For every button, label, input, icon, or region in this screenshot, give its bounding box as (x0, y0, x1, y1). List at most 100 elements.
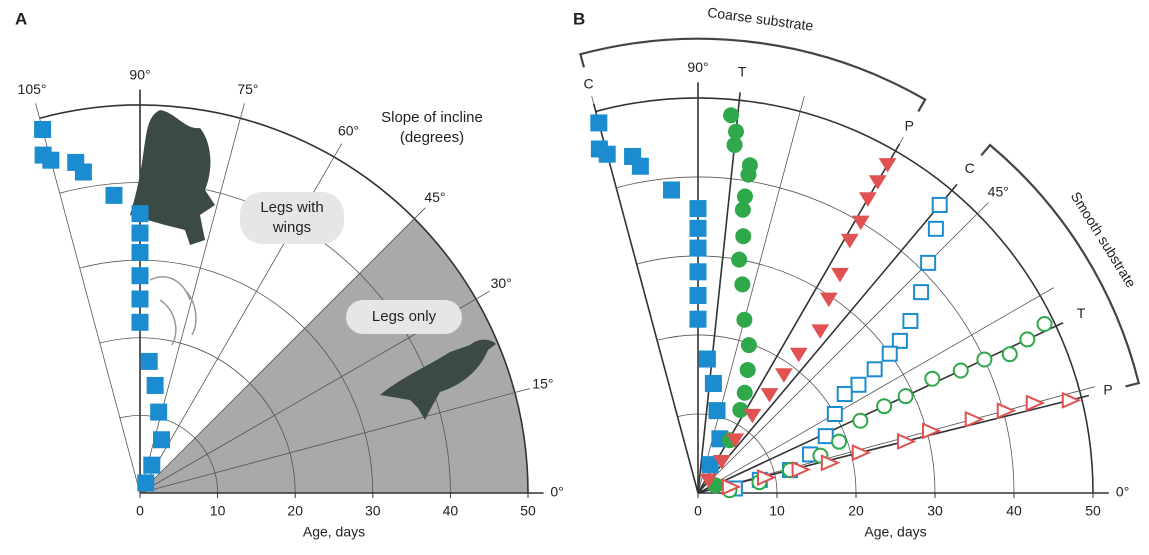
marker-square (689, 263, 707, 281)
grid-arc (39, 104, 529, 494)
x-tick-label: 30 (365, 503, 381, 519)
marker-square (704, 374, 722, 392)
marker-square (881, 345, 898, 362)
marker-circle (734, 201, 751, 218)
marker-triangle (858, 192, 877, 207)
marker-triangle (1061, 391, 1082, 409)
shaded-sector (140, 218, 528, 493)
marker-triangle (921, 422, 942, 440)
marker-circle (952, 362, 969, 379)
theta-tick-label: 60° (338, 122, 359, 138)
grid-arc (119, 415, 218, 494)
marker-triangle (811, 324, 830, 339)
marker-triangle (840, 233, 859, 249)
marker-square (701, 456, 719, 474)
grid-spoke (697, 202, 989, 494)
x-tick-label: 10 (210, 503, 226, 519)
marker-triangle (820, 454, 841, 472)
marker-square (891, 332, 908, 349)
marker-circle (976, 351, 993, 368)
theta-tick-label: 0° (1116, 484, 1129, 500)
grid-arc (595, 97, 1094, 494)
marker-square (42, 151, 60, 169)
theta-tick-label: 0° (550, 484, 563, 500)
marker-square (708, 402, 726, 420)
marker-circle (735, 228, 752, 245)
marker-circle (1036, 315, 1053, 332)
series-slope-line (697, 92, 741, 494)
marker-square (698, 350, 716, 368)
marker-circle (876, 398, 893, 415)
series-label: C (965, 160, 975, 176)
marker-square (131, 290, 149, 308)
marker-square (826, 406, 843, 422)
group-label: Coarse substrate (707, 4, 815, 34)
marker-circle (739, 361, 756, 378)
marker-square (74, 163, 92, 181)
marker-triangle (851, 215, 870, 231)
marker-square (927, 220, 944, 237)
marker-square (131, 243, 149, 261)
series-slope-line (592, 103, 699, 494)
marker-circle (1019, 331, 1036, 348)
marker-square (817, 428, 834, 445)
theta-tick-label: 105° (18, 81, 47, 97)
x-axis-label: Age, days (303, 524, 365, 540)
marker-triangle (712, 454, 731, 470)
marker-triangle (789, 347, 808, 363)
annotation: Slope of incline (degrees) (381, 109, 483, 146)
marker-circle (1001, 346, 1018, 363)
marker-triangle (775, 368, 793, 383)
marker-square (689, 310, 707, 328)
theta-tick-label: 90° (687, 59, 708, 75)
marker-square (902, 312, 919, 329)
marker-triangle (756, 469, 777, 487)
x-tick-label: 0 (694, 503, 702, 519)
x-tick-label: 0 (136, 503, 144, 519)
marker-square (137, 474, 155, 492)
theta-tick-label: 30° (491, 275, 512, 291)
grid-spoke (139, 103, 245, 494)
marker-square (146, 376, 164, 394)
marker-triangle (760, 388, 779, 403)
series-label: T (738, 63, 747, 79)
marker-triangle (1025, 394, 1046, 412)
marker-square (689, 219, 707, 237)
marker-square (131, 224, 149, 242)
group-bracket (579, 37, 927, 112)
marker-square (143, 456, 161, 474)
grid-spoke (139, 388, 530, 494)
marker-circle (924, 370, 941, 387)
marker-square (689, 287, 707, 304)
theta-tick-label: 45° (424, 189, 445, 205)
marker-circle (740, 166, 757, 183)
marker-circle (852, 412, 869, 429)
bird-silhouette (130, 110, 215, 245)
x-axis-label: Age, days (864, 524, 926, 540)
marker-square (920, 254, 937, 271)
marker-square (866, 361, 883, 378)
theta-tick-label: 15° (532, 376, 553, 392)
marker-circle (831, 433, 848, 450)
x-tick-label: 50 (1085, 503, 1101, 519)
marker-square (131, 267, 149, 285)
marker-square (105, 186, 123, 204)
marker-square (931, 196, 948, 213)
marker-square (140, 352, 158, 370)
marker-circle (740, 337, 757, 354)
series-label: T (1077, 305, 1086, 321)
marker-triangle (743, 408, 762, 424)
marker-triangle (791, 461, 812, 479)
marker-square (689, 239, 707, 257)
marker-circle (736, 311, 753, 328)
marker-triangle (964, 410, 985, 428)
marker-square (153, 431, 171, 449)
marker-square (662, 181, 680, 199)
marker-triangle (819, 292, 838, 308)
x-tick-label: 20 (287, 503, 303, 519)
marker-triangle (726, 433, 745, 448)
marker-circle (723, 107, 740, 124)
theta-tick-label: 90° (129, 67, 150, 83)
